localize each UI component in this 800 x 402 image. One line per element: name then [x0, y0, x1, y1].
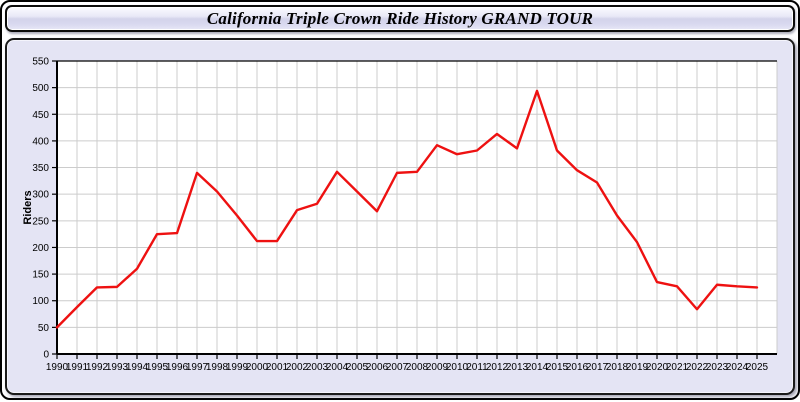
- chart-title: California Triple Crown Ride History GRA…: [206, 8, 594, 28]
- chart-panel: [5, 38, 795, 395]
- title-bar: California Triple Crown Ride History GRA…: [5, 5, 795, 32]
